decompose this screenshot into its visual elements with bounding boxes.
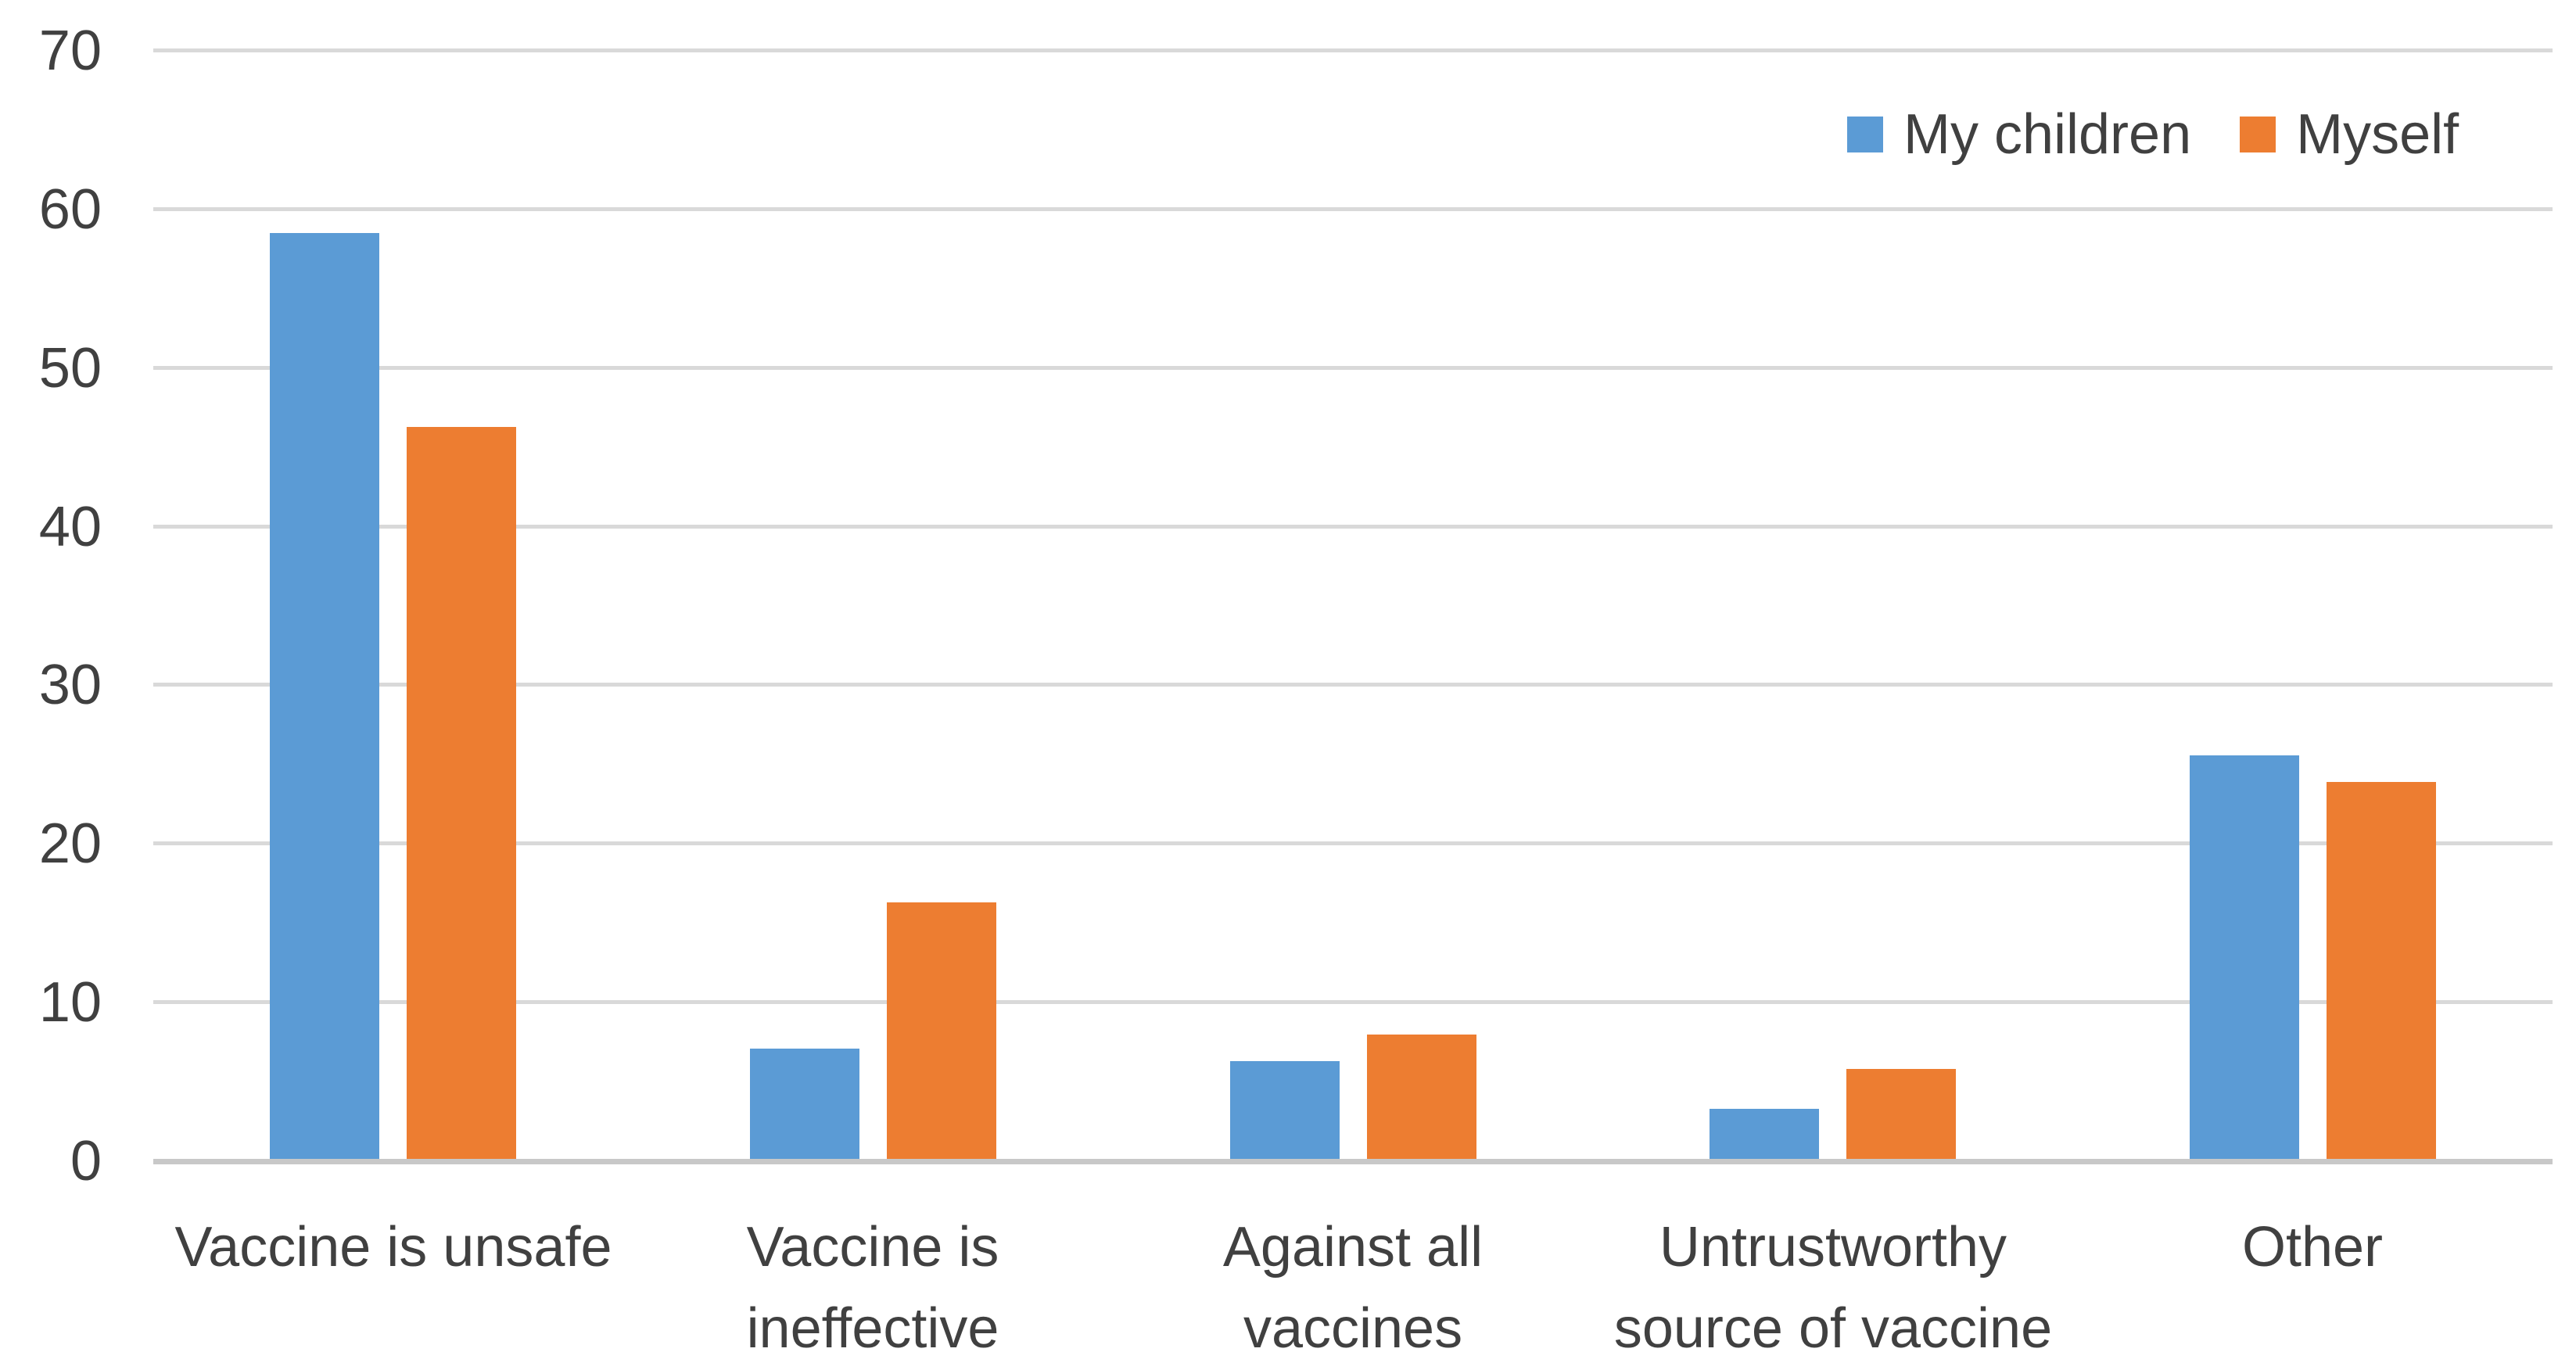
x-category-label-vaccine-is-ineffective: Vaccine is ineffective [746, 1216, 999, 1360]
bar-my-children-against-all-vaccines [1230, 1061, 1340, 1161]
legend: My children Myself [1847, 92, 2459, 177]
gridline-40 [153, 525, 2553, 529]
x-category-label-vaccine-is-unsafe: Vaccine is unsafe [174, 1216, 612, 1279]
y-tick-label-30: 30 [38, 654, 102, 716]
bar-my-children-vaccine-is-ineffective [750, 1049, 859, 1161]
y-tick-label-0: 0 [70, 1130, 102, 1192]
gridline-60 [153, 207, 2553, 211]
gridline-10 [153, 1000, 2553, 1004]
y-tick-label-40: 40 [38, 496, 102, 558]
bar-myself-vaccine-is-ineffective [887, 902, 996, 1161]
bar-my-children-other [2190, 755, 2299, 1161]
y-tick-label-10: 10 [38, 971, 102, 1034]
y-tick-label-60: 60 [38, 178, 102, 241]
gridline-30 [153, 683, 2553, 687]
bar-myself-other [2327, 782, 2436, 1161]
legend-label-my-children: My children [1903, 103, 2192, 166]
x-axis-baseline [153, 1159, 2553, 1164]
gridline-20 [153, 841, 2553, 845]
y-tick-label-50: 50 [38, 337, 102, 400]
bar-myself-against-all-vaccines [1367, 1035, 1476, 1161]
y-tick-label-70: 70 [38, 20, 102, 82]
bar-my-children-untrustworthy-source-of-vaccine [1710, 1109, 1819, 1161]
bar-my-children-vaccine-is-unsafe [270, 233, 379, 1161]
gridline-50 [153, 366, 2553, 370]
x-category-label-against-all-vaccines: Against all vaccines [1222, 1216, 1484, 1360]
x-category-label-untrustworthy-source-of-vaccine: Untrustworthy source of vaccine [1613, 1216, 2053, 1360]
legend-label-myself: Myself [2296, 103, 2459, 166]
y-tick-label-20: 20 [38, 812, 102, 875]
legend-swatch-myself [2240, 117, 2276, 152]
legend-swatch-my-children [1847, 117, 1883, 152]
bar-myself-untrustworthy-source-of-vaccine [1846, 1069, 1956, 1161]
bar-myself-vaccine-is-unsafe [407, 427, 516, 1161]
x-category-label-other: Other [2241, 1216, 2384, 1279]
gridline-70 [153, 48, 2553, 52]
